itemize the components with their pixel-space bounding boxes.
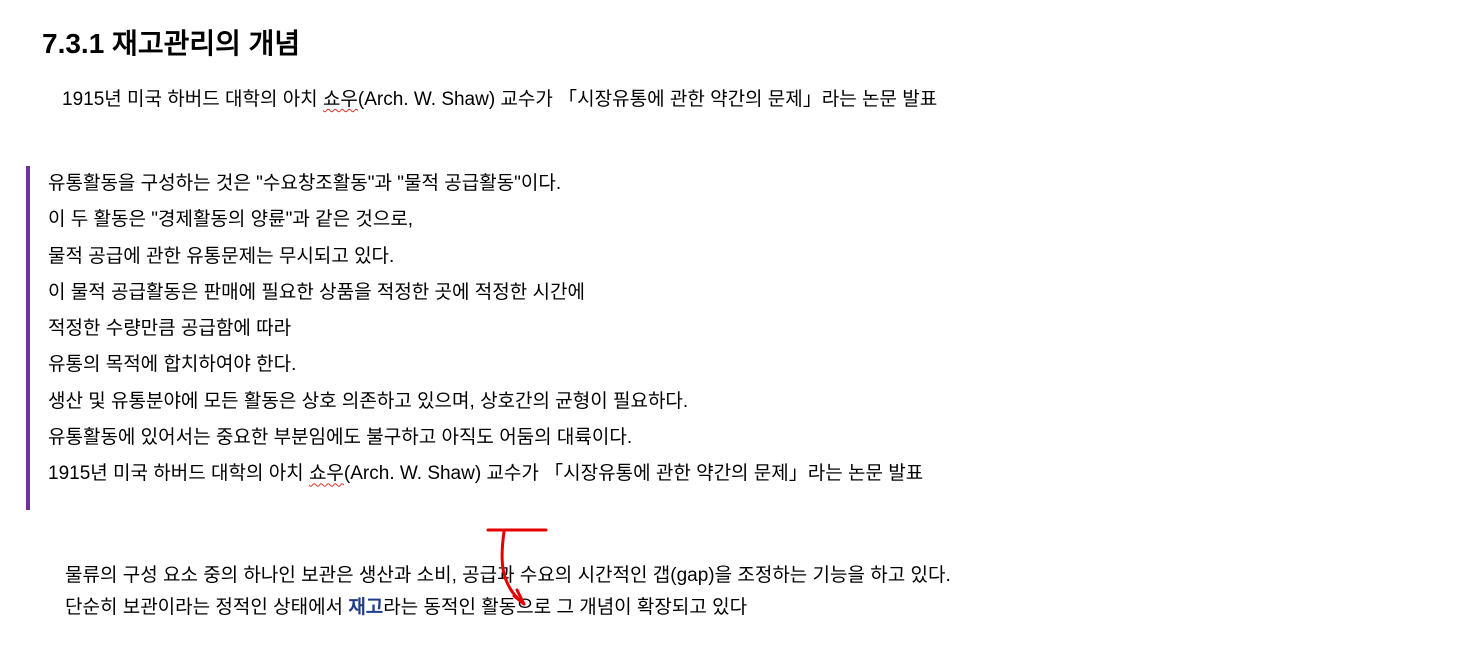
para-pre: 물류의 구성 요소 중의 하나인 (65, 565, 301, 586)
quote-line: 물적 공급에 관한 유통문제는 무시되고 있다. (48, 241, 1428, 273)
quote-line: 생산 및 유통분야에 모든 활동은 상호 의존하고 있으며, 상호간의 균형이 … (48, 386, 1428, 418)
quote-line: 이 두 활동은 "경제활동의 양륜"과 같은 것으로, (48, 204, 1428, 236)
spellcheck-word-2: 쇼우 (309, 463, 344, 484)
quote-block: 유통활동을 구성하는 것은 "수요창조활동"과 "물적 공급활동"이다. 이 두… (48, 168, 1428, 495)
para-line2-post: 라는 동적인 활동으로 그 개념이 확장되고 있다 (383, 597, 747, 618)
para-line2-pre: 단순히 보관이라는 정적인 상태에서 (65, 597, 348, 618)
lead-text: 1915년 미국 하버드 대학의 아치 쇼우(Arch. W. Shaw) 교수… (62, 89, 937, 110)
quote-line: 유통활동을 구성하는 것은 "수요창조활동"과 "물적 공급활동"이다. (48, 168, 1428, 200)
quote-line: 유통의 목적에 합치하여야 한다. (48, 349, 1428, 381)
spellcheck-word-1: 쇼우 (323, 89, 358, 110)
quote-left-bar (26, 166, 30, 510)
quote-line: 이 물적 공급활동은 판매에 필요한 상품을 적정한 곳에 적정한 시간에 (48, 277, 1428, 309)
highlight-word: 재고 (348, 597, 383, 618)
body-paragraph: 물류의 구성 요소 중의 하나인 보관은 생산과 소비, 공급과 수요의 시간적… (65, 560, 1405, 625)
quote-line: 적정한 수량만큼 공급함에 따라 (48, 313, 1428, 345)
para-post-strike: 생산과 소비, 공급과 수요의 시간적인 갭(gap)을 조정하는 기능을 하고… (354, 565, 951, 586)
section-title: 7.3.1 재고관리의 개념 (42, 22, 300, 62)
quote-attribution: 1915년 미국 하버드 대학의 아치 쇼우(Arch. W. Shaw) 교수… (48, 458, 1428, 490)
quote-line: 유통활동에 있어서는 중요한 부분임에도 불구하고 아직도 어둠의 대륙이다. (48, 422, 1428, 454)
strike-word: 보관은 (301, 565, 353, 586)
